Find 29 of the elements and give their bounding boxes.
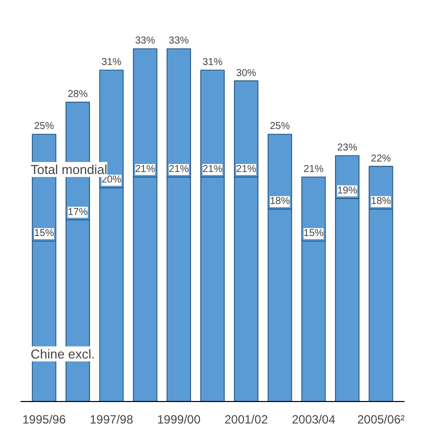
data-label: 18%	[370, 196, 392, 208]
x-tick-label: 1999/00	[157, 412, 201, 426]
x-tick-label: 2003/04	[292, 412, 336, 426]
data-label: 21%	[202, 164, 223, 176]
total-label: 22%	[370, 153, 392, 164]
total-label: 30%	[236, 68, 256, 79]
total-label: 25%	[270, 121, 290, 132]
x-tick-label: 1995/96	[22, 412, 66, 426]
series-label: Chine excl.	[30, 346, 95, 362]
data-label: 21%	[236, 164, 256, 176]
total-label: 33%	[168, 36, 189, 47]
series-label: Total mondial	[30, 162, 108, 178]
data-label: 21%	[168, 164, 189, 176]
total-label: 25%	[34, 121, 54, 132]
data-label: 17%	[68, 206, 88, 218]
total-label: 31%	[202, 57, 223, 68]
total-label: 33%	[135, 36, 156, 47]
total-label: 21%	[304, 164, 324, 176]
x-tick-label: 1997/98	[90, 412, 134, 426]
total-label: 23%	[337, 142, 358, 154]
total-label: 28%	[68, 89, 88, 100]
data-label: 15%	[304, 228, 324, 240]
x-tick-label: 2001/02	[224, 412, 268, 426]
data-label: 21%	[135, 164, 156, 176]
data-label: 15%	[34, 228, 54, 240]
data-label: 18%	[270, 196, 290, 208]
x-tick-label: 2005/06²	[357, 412, 405, 426]
total-label: 31%	[101, 57, 122, 68]
data-label: 19%	[337, 185, 358, 196]
